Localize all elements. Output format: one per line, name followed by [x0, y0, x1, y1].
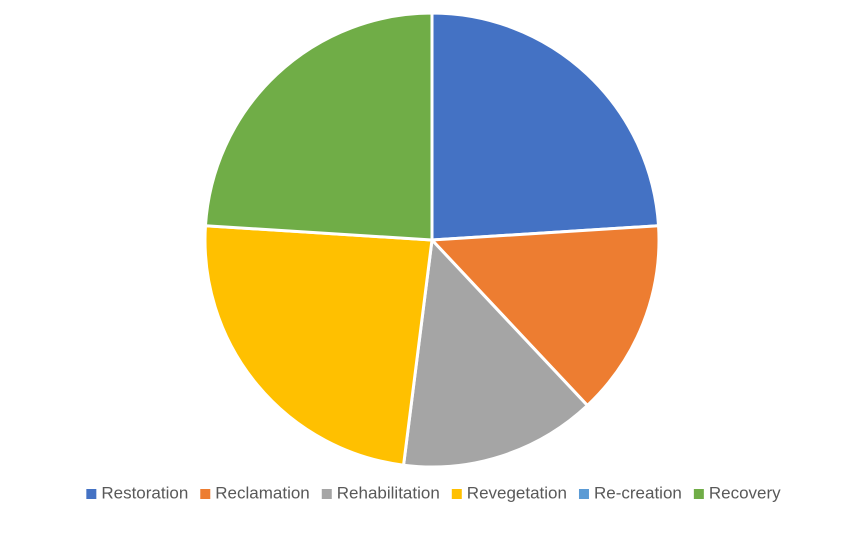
pie-slice: [428, 224, 661, 408]
pie-slice: [401, 236, 590, 469]
pie-slice: [203, 11, 434, 242]
legend-label: Revegetation: [467, 483, 567, 502]
legend: Restoration Reclamation Rehabilitation Reve…: [86, 483, 781, 502]
legend-swatch: [321, 489, 332, 499]
pie-slice: [430, 11, 661, 242]
legend-label: Reclamation: [215, 483, 310, 502]
legend-swatch: [451, 489, 462, 499]
pie-slice: [203, 224, 434, 467]
legend-label: Rehabilitation: [337, 483, 440, 502]
legend-label: Restoration: [101, 483, 188, 502]
legend-label: Recovery: [709, 483, 781, 502]
legend-swatch: [200, 489, 211, 499]
legend-swatch: [578, 489, 589, 499]
legend-swatch: [86, 489, 97, 499]
legend-label: Re-creation: [594, 483, 682, 502]
legend-swatch: [693, 489, 704, 499]
